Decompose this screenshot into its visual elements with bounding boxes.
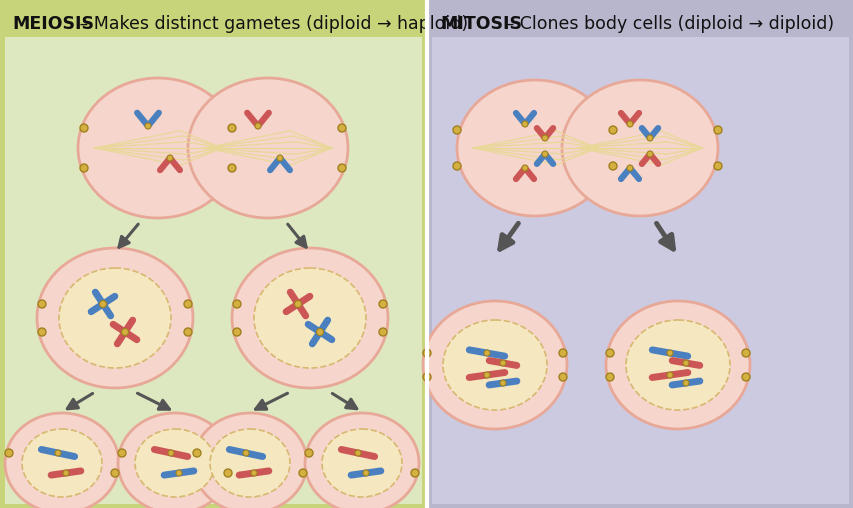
Circle shape [741, 373, 749, 381]
Circle shape [80, 164, 88, 172]
Ellipse shape [59, 268, 171, 368]
Bar [432, 37, 848, 504]
Circle shape [63, 470, 69, 476]
Circle shape [484, 350, 490, 356]
Circle shape [499, 360, 506, 366]
Circle shape [255, 123, 261, 129]
Ellipse shape [210, 429, 290, 497]
Circle shape [294, 301, 301, 307]
Circle shape [713, 162, 721, 170]
Circle shape [647, 151, 653, 157]
Circle shape [168, 450, 174, 456]
Ellipse shape [305, 413, 419, 508]
Circle shape [121, 329, 128, 335]
Circle shape [499, 380, 506, 386]
Circle shape [452, 162, 461, 170]
Bar [426, 0, 853, 508]
Text: – Makes distinct gametes (diploid → haploid): – Makes distinct gametes (diploid → hapl… [74, 15, 467, 33]
Ellipse shape [253, 268, 366, 368]
Circle shape [379, 300, 386, 308]
Circle shape [276, 155, 282, 161]
Circle shape [666, 350, 672, 356]
Circle shape [521, 121, 527, 127]
Ellipse shape [456, 80, 612, 216]
Circle shape [422, 373, 431, 381]
Ellipse shape [193, 413, 306, 508]
Circle shape [233, 328, 241, 336]
Text: – Clones body cells (diploid → diploid): – Clones body cells (diploid → diploid) [499, 15, 833, 33]
Circle shape [80, 124, 88, 132]
Ellipse shape [5, 413, 119, 508]
Circle shape [176, 470, 182, 476]
Ellipse shape [625, 320, 729, 410]
Circle shape [363, 470, 368, 476]
Circle shape [626, 121, 632, 127]
Circle shape [118, 449, 126, 457]
Circle shape [666, 372, 672, 378]
Text: MITOSIS: MITOSIS [439, 15, 521, 33]
Ellipse shape [606, 301, 749, 429]
Circle shape [606, 349, 613, 357]
Ellipse shape [78, 78, 238, 218]
Circle shape [55, 450, 61, 456]
Ellipse shape [37, 248, 193, 388]
Circle shape [183, 300, 192, 308]
Ellipse shape [422, 301, 566, 429]
Circle shape [608, 162, 616, 170]
Circle shape [422, 349, 431, 357]
Circle shape [223, 469, 232, 477]
Circle shape [243, 450, 249, 456]
Ellipse shape [188, 78, 347, 218]
Text: MEIOSIS: MEIOSIS [12, 15, 94, 33]
Circle shape [38, 300, 46, 308]
Circle shape [316, 329, 323, 335]
Circle shape [38, 328, 46, 336]
Circle shape [542, 135, 548, 141]
Circle shape [542, 151, 548, 157]
Circle shape [452, 126, 461, 134]
Ellipse shape [22, 429, 102, 497]
Circle shape [167, 155, 173, 161]
Circle shape [193, 449, 200, 457]
Circle shape [379, 328, 386, 336]
Circle shape [299, 469, 306, 477]
Ellipse shape [232, 248, 387, 388]
Ellipse shape [443, 320, 547, 410]
Circle shape [183, 328, 192, 336]
Circle shape [484, 372, 490, 378]
Circle shape [100, 301, 107, 307]
Circle shape [559, 373, 566, 381]
Circle shape [145, 123, 151, 129]
Ellipse shape [322, 429, 402, 497]
Ellipse shape [118, 413, 232, 508]
Circle shape [111, 469, 119, 477]
Circle shape [647, 135, 653, 141]
Ellipse shape [561, 80, 717, 216]
Circle shape [713, 126, 721, 134]
Circle shape [682, 380, 688, 386]
Circle shape [305, 449, 313, 457]
Circle shape [5, 449, 13, 457]
Circle shape [606, 373, 613, 381]
Circle shape [559, 349, 566, 357]
Circle shape [608, 126, 616, 134]
Bar [5, 37, 421, 504]
Circle shape [626, 165, 632, 171]
Circle shape [338, 164, 345, 172]
Circle shape [410, 469, 419, 477]
Circle shape [228, 164, 235, 172]
Circle shape [338, 124, 345, 132]
Circle shape [355, 450, 361, 456]
Bar [0, 0, 426, 508]
Circle shape [682, 360, 688, 366]
Circle shape [251, 470, 257, 476]
Circle shape [233, 300, 241, 308]
Circle shape [228, 124, 235, 132]
Ellipse shape [135, 429, 215, 497]
Circle shape [521, 165, 527, 171]
Circle shape [741, 349, 749, 357]
